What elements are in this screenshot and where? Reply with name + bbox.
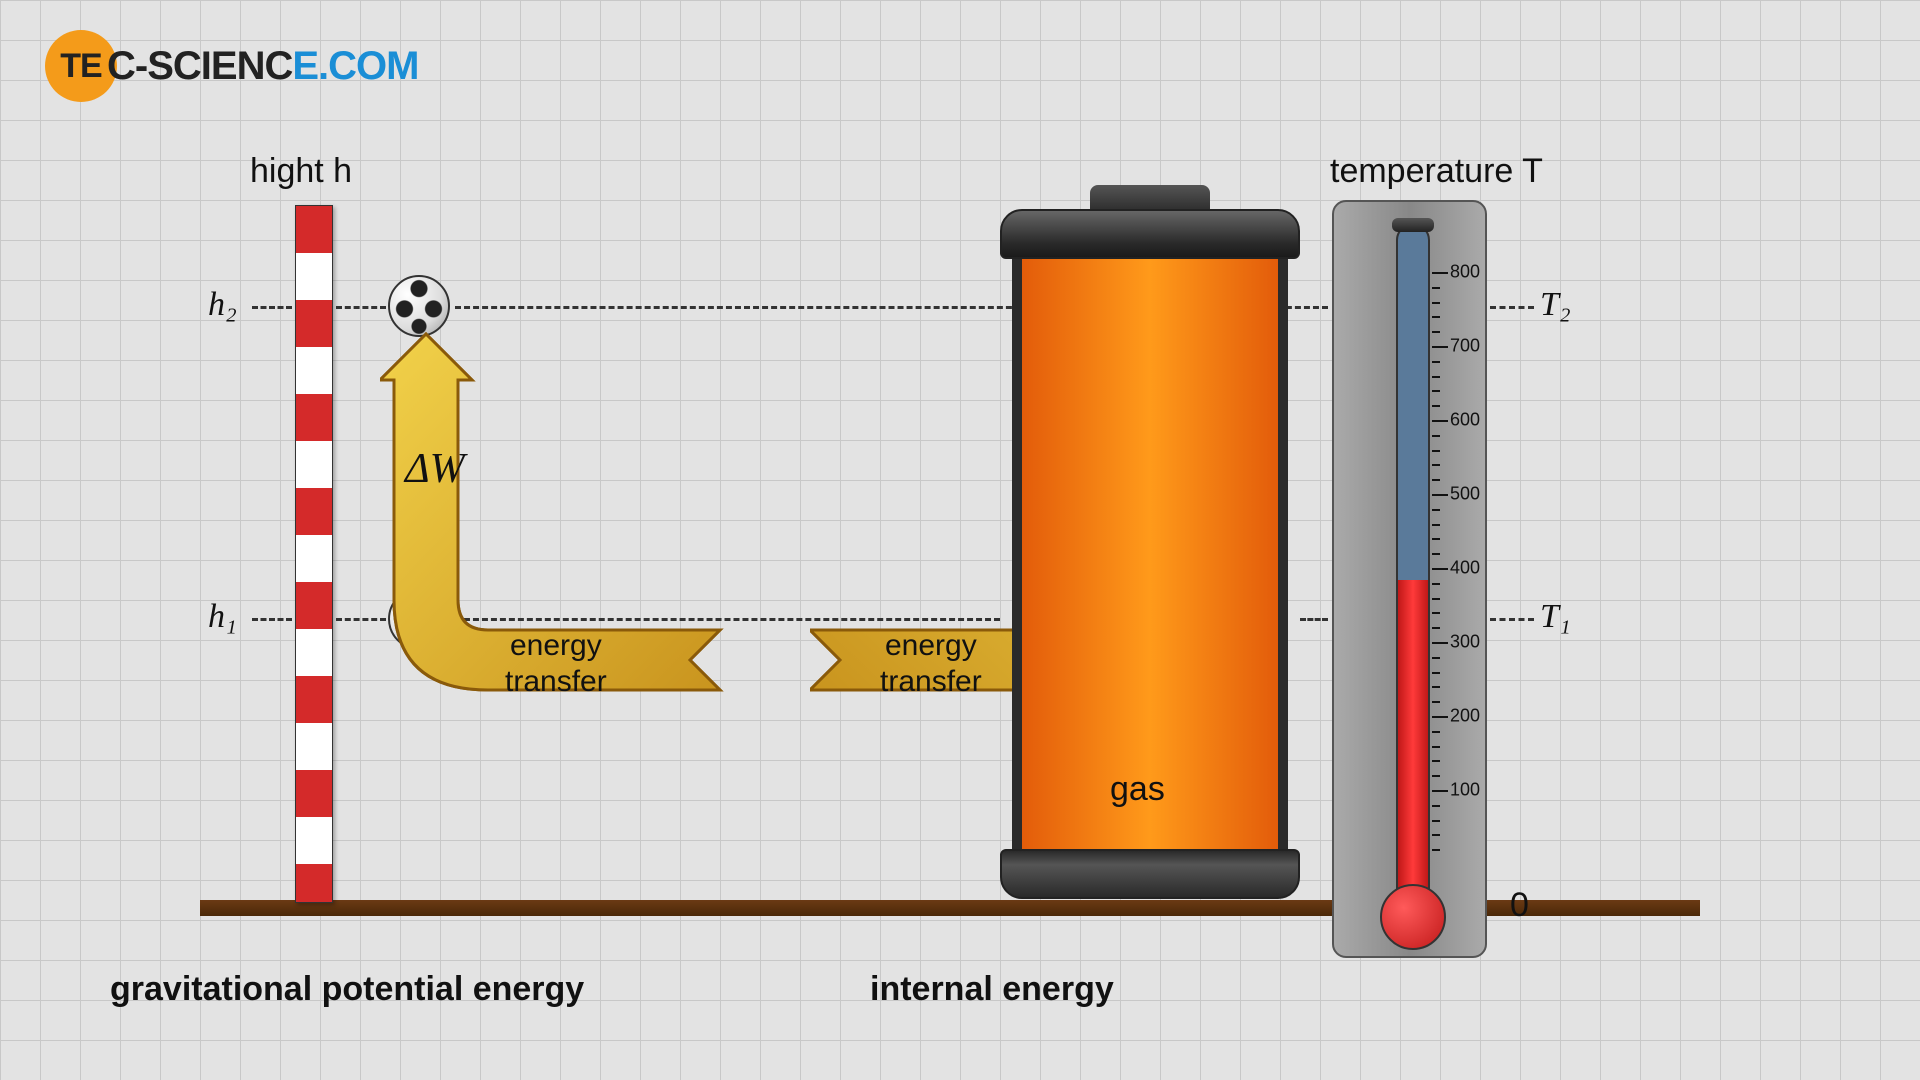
tick-minor bbox=[1432, 479, 1440, 481]
h1-label: h₁ bbox=[208, 598, 237, 636]
tick-minor bbox=[1432, 672, 1440, 674]
dash-h2-right bbox=[1490, 306, 1534, 309]
tick-minor bbox=[1432, 820, 1440, 822]
tick-minor bbox=[1432, 405, 1440, 407]
temperature-title: temperature T bbox=[1330, 152, 1543, 191]
tick-minor bbox=[1432, 524, 1440, 526]
tick-label: 400 bbox=[1450, 558, 1480, 579]
tick-line bbox=[1432, 790, 1448, 792]
tick-minor bbox=[1432, 361, 1440, 363]
tick-minor bbox=[1432, 450, 1440, 452]
tick-minor bbox=[1432, 538, 1440, 540]
logo: TE C-SCIENC E.COM bbox=[45, 30, 418, 102]
tick-minor bbox=[1432, 553, 1440, 555]
tick-minor bbox=[1432, 849, 1440, 851]
dash-h1-right bbox=[1490, 618, 1534, 621]
cylinder-lid bbox=[1000, 209, 1300, 259]
tick-minor bbox=[1432, 805, 1440, 807]
energy-transfer-left: energy transfer bbox=[505, 628, 607, 700]
tick-line bbox=[1432, 272, 1448, 274]
logo-text-1: C-SCIENC bbox=[107, 44, 292, 89]
gpe-label: gravitational potential energy bbox=[110, 970, 584, 1009]
tick-label: 800 bbox=[1450, 262, 1480, 283]
dash-h1-mid bbox=[336, 618, 386, 621]
dash-h2-mid bbox=[336, 306, 386, 309]
zero-label: 0 bbox=[1510, 886, 1529, 925]
tick-minor bbox=[1432, 598, 1440, 600]
tick-minor bbox=[1432, 583, 1440, 585]
dash-h2-left bbox=[252, 306, 292, 309]
tick-line bbox=[1432, 420, 1448, 422]
tick-label: 100 bbox=[1450, 780, 1480, 801]
tick-label: 600 bbox=[1450, 410, 1480, 431]
tick-minor bbox=[1432, 834, 1440, 836]
tick-line bbox=[1432, 716, 1448, 718]
tick-line bbox=[1432, 346, 1448, 348]
tick-label: 300 bbox=[1450, 632, 1480, 653]
tick-minor bbox=[1432, 287, 1440, 289]
tick-minor bbox=[1432, 612, 1440, 614]
t2-label: T₂ bbox=[1540, 286, 1571, 324]
delta-w-label: ΔW bbox=[405, 445, 465, 493]
tick-minor bbox=[1432, 302, 1440, 304]
tick-minor bbox=[1432, 657, 1440, 659]
internal-energy-label: internal energy bbox=[870, 970, 1114, 1009]
tick-minor bbox=[1432, 435, 1440, 437]
tick-minor bbox=[1432, 701, 1440, 703]
tick-minor bbox=[1432, 731, 1440, 733]
tick-minor bbox=[1432, 760, 1440, 762]
tick-label: 500 bbox=[1450, 484, 1480, 505]
tick-minor bbox=[1432, 390, 1440, 392]
energy-transfer-right: energy transfer bbox=[880, 628, 982, 700]
cylinder-body bbox=[1012, 259, 1288, 849]
tick-line bbox=[1432, 494, 1448, 496]
tick-minor bbox=[1432, 627, 1440, 629]
h2-label: h₂ bbox=[208, 286, 237, 324]
tick-minor bbox=[1432, 331, 1440, 333]
tick-minor bbox=[1432, 775, 1440, 777]
tick-minor bbox=[1432, 464, 1440, 466]
height-title: hight h bbox=[250, 152, 352, 191]
tick-line bbox=[1432, 642, 1448, 644]
height-ruler bbox=[295, 205, 333, 903]
soccer-ball-top bbox=[388, 275, 450, 337]
t1-label: T₁ bbox=[1540, 598, 1571, 636]
tick-minor bbox=[1432, 509, 1440, 511]
tick-minor bbox=[1432, 316, 1440, 318]
cylinder-base bbox=[1000, 849, 1300, 899]
tick-minor bbox=[1432, 686, 1440, 688]
tick-minor bbox=[1432, 746, 1440, 748]
tick-line bbox=[1432, 568, 1448, 570]
tick-label: 700 bbox=[1450, 336, 1480, 357]
thermometer-cap bbox=[1392, 218, 1434, 232]
thermometer: 800 700 600 500 400 300 200 100 bbox=[1332, 200, 1487, 960]
height-title-text: hight h bbox=[250, 152, 352, 190]
tick-label: 200 bbox=[1450, 706, 1480, 727]
gas-label: gas bbox=[1110, 770, 1165, 809]
logo-text-2: E.COM bbox=[292, 44, 418, 89]
dash-h1-long2 bbox=[1300, 618, 1328, 621]
thermometer-mercury bbox=[1398, 580, 1428, 906]
tick-minor bbox=[1432, 376, 1440, 378]
thermometer-bulb bbox=[1380, 884, 1446, 950]
dash-h1-left bbox=[252, 618, 292, 621]
